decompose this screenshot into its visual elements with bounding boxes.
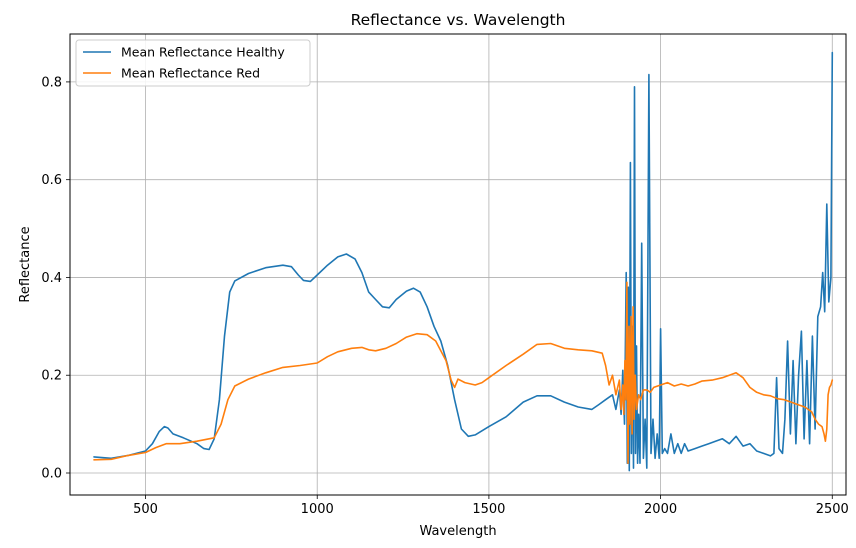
legend: Mean Reflectance Healthy Mean Reflectanc… bbox=[75, 39, 311, 87]
grid bbox=[70, 34, 846, 495]
y-tick-label: 0.0 bbox=[41, 467, 62, 482]
y-tick-label: 0.6 bbox=[41, 173, 62, 188]
x-tick-label: 1500 bbox=[472, 502, 505, 517]
x-tick-label: 2500 bbox=[816, 502, 849, 517]
series-group bbox=[93, 51, 834, 472]
x-tick-label: 2000 bbox=[644, 502, 677, 517]
plot-frame bbox=[69, 33, 847, 496]
legend-label-red: Mean Reflectance Red bbox=[121, 66, 260, 81]
y-axis-label: Reflectance bbox=[18, 226, 33, 302]
legend-label-healthy: Mean Reflectance Healthy bbox=[121, 45, 285, 60]
x-axis-label: Wavelength bbox=[419, 524, 496, 539]
y-tick-label: 0.4 bbox=[41, 271, 62, 286]
y-tick-label: 0.2 bbox=[41, 369, 62, 384]
x-tick-label: 500 bbox=[133, 502, 158, 517]
y-tick-label: 0.8 bbox=[41, 75, 62, 90]
ticks: 500 1000 1500 2000 2500 0.0 0.2 0.4 0.6 0.8 bbox=[41, 75, 848, 517]
legend-box bbox=[75, 39, 311, 87]
series-line-red bbox=[93, 281, 834, 464]
series-line-healthy bbox=[93, 51, 834, 472]
chart-title: Reflectance vs. Wavelength bbox=[351, 11, 566, 29]
x-tick-label: 1000 bbox=[301, 502, 334, 517]
